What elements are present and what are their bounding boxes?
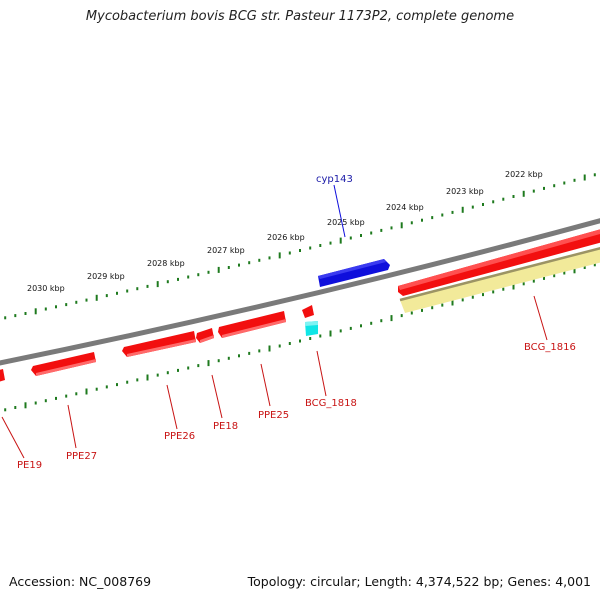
label-pe19[interactable]: PE19 [17, 460, 42, 471]
gene-pe19[interactable] [0, 369, 5, 383]
kbp-scale-labels: 2030 kbp 2029 kbp 2028 kbp 2027 kbp 2026… [27, 170, 543, 293]
genome-backbone [0, 218, 600, 366]
kbp-label-2029: 2029 kbp [87, 272, 125, 281]
gene-pe18[interactable] [196, 328, 214, 343]
genome-summary-text: Topology: circular; Length: 4,374,522 bp… [247, 574, 591, 589]
gene-ppe27[interactable] [31, 352, 96, 376]
label-ppe26[interactable]: PPE26 [164, 431, 195, 442]
gene-bcg-1818-red[interactable] [302, 305, 314, 318]
label-pe18[interactable]: PE18 [213, 421, 238, 432]
kbp-label-2027: 2027 kbp [207, 246, 245, 255]
label-bcg-1818[interactable]: BCG_1818 [305, 398, 357, 409]
upper-tick-track [4, 173, 596, 320]
kbp-label-2026: 2026 kbp [267, 233, 305, 242]
lower-tick-track [4, 263, 596, 412]
label-ppe25[interactable]: PPE25 [258, 410, 289, 421]
feature-bcg-1816-region [399, 247, 600, 313]
kbp-label-2023: 2023 kbp [446, 187, 484, 196]
gene-bcg-1816[interactable] [398, 228, 600, 296]
label-cyp143[interactable]: cyp143 [316, 174, 353, 185]
gene-ppe25[interactable] [218, 311, 286, 338]
label-bcg-1816[interactable]: BCG_1816 [524, 342, 576, 353]
kbp-label-2030: 2030 kbp [27, 284, 65, 293]
page-title: Mycobacterium bovis BCG str. Pasteur 117… [85, 9, 515, 24]
accession-text: Accession: NC_008769 [9, 574, 152, 589]
kbp-label-2025: 2025 kbp [327, 218, 365, 227]
kbp-label-2022: 2022 kbp [505, 170, 543, 179]
label-ppe27[interactable]: PPE27 [66, 451, 97, 462]
kbp-label-2024: 2024 kbp [386, 203, 424, 212]
gene-ppe26[interactable] [122, 331, 196, 357]
gene-labels: cyp143 BCG_1816 BCG_1818 PPE25 PE18 PPE2… [17, 174, 576, 471]
gene-bcg-1818-cyan[interactable] [305, 321, 318, 336]
gene-cyp143[interactable] [318, 259, 390, 287]
label-leader-lines [1, 184, 548, 459]
kbp-label-2028: 2028 kbp [147, 259, 185, 268]
